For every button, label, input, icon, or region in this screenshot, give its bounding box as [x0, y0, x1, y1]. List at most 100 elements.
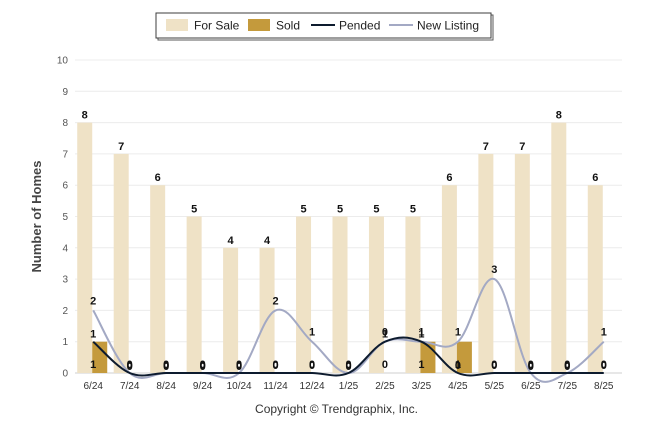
- x-tick-label: 2/25: [375, 381, 395, 392]
- pended-data-label: 0: [564, 360, 570, 372]
- for-sale-bar: [113, 153, 129, 373]
- y-tick-label: 9: [62, 87, 68, 98]
- bars: [77, 122, 603, 373]
- sold-bar: [456, 341, 472, 373]
- for-sale-bar: [514, 153, 530, 373]
- legend-label: Pended: [339, 19, 380, 33]
- for-sale-bar: [551, 122, 567, 373]
- x-tick-label: 11/24: [263, 381, 288, 392]
- new-listing-data-label: 1: [455, 327, 461, 339]
- x-tick-label: 6/25: [521, 381, 541, 392]
- legend-item: New Listing: [389, 19, 479, 33]
- x-tick-label: 7/24: [120, 381, 140, 392]
- y-tick-label: 0: [62, 369, 68, 380]
- sold-data-label: 0: [601, 359, 607, 371]
- x-tick-label: 4/25: [448, 381, 468, 392]
- for-sale-bar: [259, 247, 275, 373]
- sold-data-label: 0: [273, 359, 279, 371]
- sold-data-label: 0: [236, 359, 242, 371]
- new-listing-data-label: 0: [528, 361, 534, 373]
- new-listing-data-label: 1: [601, 327, 607, 339]
- pended-data-label: 0: [273, 360, 279, 372]
- pended-data-label: 0: [491, 360, 497, 372]
- for-sale-data-label: 5: [300, 204, 306, 216]
- new-listing-data-label: 0: [382, 327, 388, 339]
- new-listing-data-label: 1: [418, 327, 424, 339]
- sold-data-label: 0: [528, 359, 534, 371]
- pended-data-label: 0: [345, 360, 351, 372]
- y-tick-label: 10: [57, 56, 69, 67]
- legend-swatch: [248, 19, 270, 31]
- y-tick-label: 7: [62, 149, 68, 160]
- x-tick-label: 3/25: [412, 381, 432, 392]
- pended-data-label: 0: [236, 360, 242, 372]
- new-listing-data-label: 0: [200, 361, 206, 373]
- pended-data-label: 1: [418, 329, 424, 341]
- legend: For Sale Sold Pended New Listing: [155, 12, 494, 41]
- new-listing-data-label: 0: [127, 361, 133, 373]
- for-sale-data-label: 4: [264, 235, 271, 247]
- y-tick-label: 2: [62, 306, 68, 317]
- sold-data-label: 1: [455, 359, 461, 371]
- pended-data-label: 0: [127, 360, 133, 372]
- data-labels: 8211700060005000400042005100500050105111…: [82, 110, 607, 373]
- new-listing-data-label: 0: [236, 361, 242, 373]
- y-tick-label: 6: [62, 181, 68, 192]
- new-listing-data-label: 2: [273, 295, 279, 307]
- y-tick-label: 1: [62, 337, 68, 348]
- legend-label: New Listing: [417, 19, 479, 33]
- sold-data-label: 0: [127, 359, 133, 371]
- x-tick-label: 10/24: [227, 381, 252, 392]
- for-sale-bar: [405, 216, 421, 373]
- for-sale-bar: [587, 185, 603, 373]
- pended-line: [92, 336, 604, 377]
- x-tick-label: 7/25: [558, 381, 578, 392]
- sold-data-label: 0: [382, 359, 388, 371]
- legend-item: Sold: [248, 19, 300, 33]
- for-sale-bar: [368, 216, 384, 373]
- x-tick-label: 8/25: [594, 381, 614, 392]
- x-tick-label: 6/24: [83, 381, 103, 392]
- x-tick-label: 8/24: [156, 381, 176, 392]
- for-sale-data-label: 7: [519, 141, 525, 153]
- sold-data-label: 0: [564, 359, 570, 371]
- x-tick-label: 5/25: [485, 381, 505, 392]
- for-sale-data-label: 5: [373, 204, 379, 216]
- new-listing-data-label: 2: [90, 295, 96, 307]
- pended-data-label: 1: [90, 329, 96, 341]
- for-sale-bar: [441, 185, 457, 373]
- pended-data-label: 0: [601, 360, 607, 372]
- new-listing-data-label: 0: [564, 361, 570, 373]
- new-listing-data-label: 0: [163, 361, 169, 373]
- pended-data-label: 0: [200, 360, 206, 372]
- legend-label: Sold: [276, 19, 300, 33]
- sold-bar: [92, 341, 108, 373]
- for-sale-bar: [478, 153, 494, 373]
- for-sale-bar: [77, 122, 93, 373]
- sold-data-label: 0: [309, 359, 315, 371]
- new-listing-data-label: 3: [491, 264, 497, 276]
- for-sale-data-label: 6: [446, 172, 452, 184]
- pended-data-label: 0: [455, 360, 461, 372]
- for-sale-data-label: 5: [337, 204, 343, 216]
- sold-data-label: 0: [345, 359, 351, 371]
- for-sale-data-label: 6: [592, 172, 598, 184]
- for-sale-data-label: 4: [228, 235, 235, 247]
- y-tick-label: 8: [62, 118, 68, 129]
- legend-swatch: [166, 19, 188, 31]
- x-tick-label: 9/24: [193, 381, 213, 392]
- for-sale-data-label: 7: [483, 141, 489, 153]
- sold-data-label: 1: [418, 359, 424, 371]
- pended-data-label: 1: [382, 329, 388, 341]
- for-sale-data-label: 7: [118, 141, 124, 153]
- y-tick-label: 4: [62, 243, 68, 254]
- pended-data-label: 0: [309, 360, 315, 372]
- new-listing-data-label: 0: [345, 361, 351, 373]
- legend-item: For Sale: [166, 19, 240, 33]
- pended-data-label: 0: [528, 360, 534, 372]
- sold-data-label: 0: [200, 359, 206, 371]
- new-listing-data-label: 1: [309, 327, 315, 339]
- for-sale-bar: [332, 216, 348, 373]
- for-sale-bar: [223, 247, 239, 373]
